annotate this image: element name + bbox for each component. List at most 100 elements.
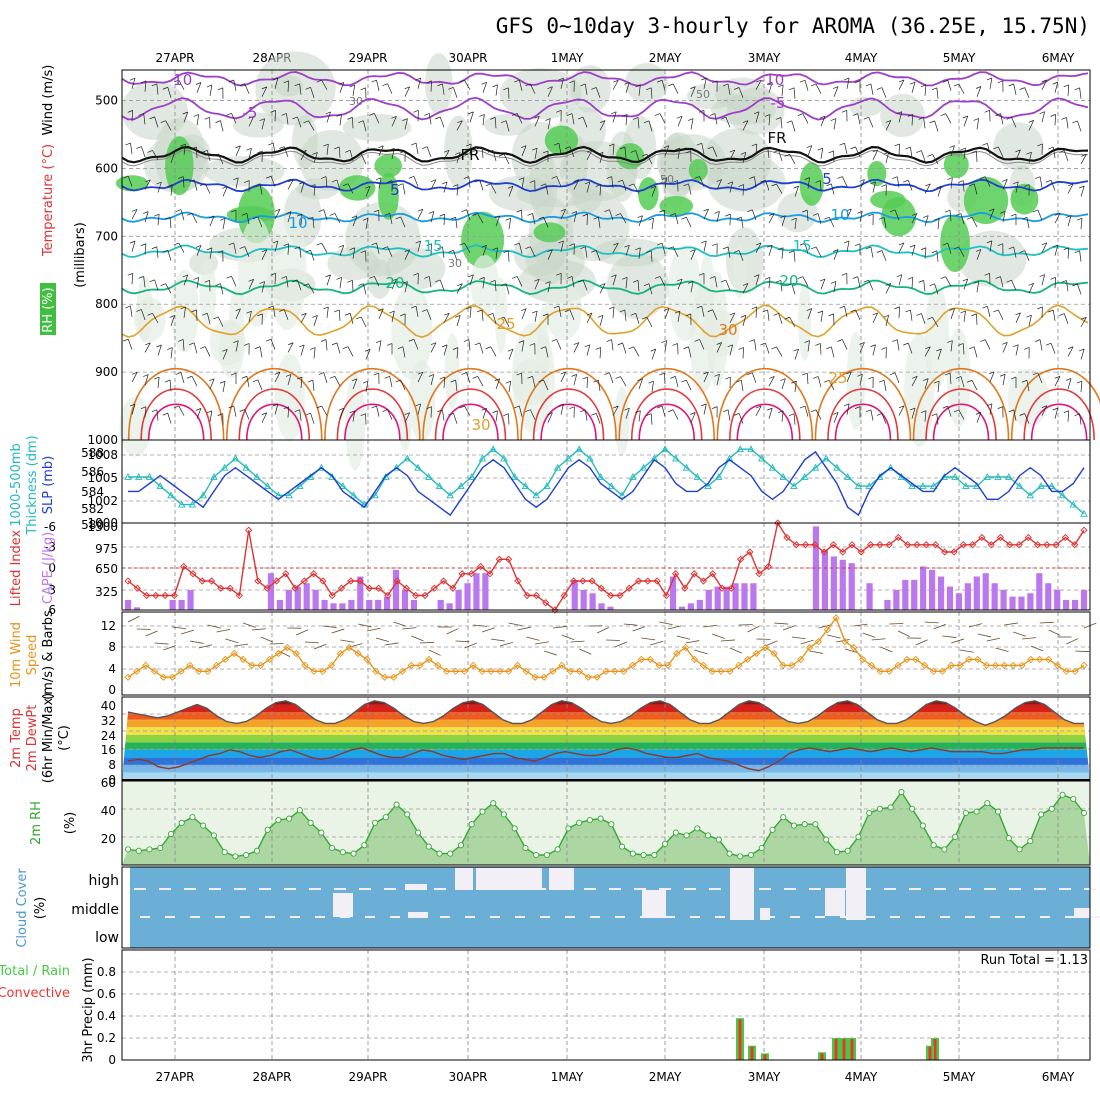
wind-barb-flag [566, 113, 573, 116]
temp-band [122, 734, 1090, 743]
cloud-trace [309, 888, 321, 890]
temp-band [122, 772, 1090, 780]
wind10m-point [522, 667, 530, 675]
wind-barb-flag [756, 405, 762, 409]
isotherm-arch [520, 368, 617, 441]
wind-barb-flag [461, 372, 467, 375]
wind10m-point [549, 667, 557, 675]
wind-barb [714, 113, 718, 125]
wind-barb [206, 150, 211, 162]
wind-barb-flag [259, 118, 265, 122]
wind-barb-flag [244, 343, 250, 346]
wind-barb [218, 316, 224, 328]
wind10m-point [1027, 655, 1035, 664]
wind-barb-flag [962, 115, 968, 119]
thickness-point [414, 463, 422, 471]
wind-barb-flag [593, 216, 599, 220]
wind-barb [989, 403, 993, 415]
wind-barb [894, 372, 900, 384]
rh-shade-blob [203, 155, 285, 187]
wind-barb-flag [503, 87, 509, 91]
wind-barb-flag [235, 145, 241, 149]
wind-barb-flag [942, 242, 948, 246]
wind-barb-flag [391, 278, 397, 282]
wind-barb [220, 283, 224, 295]
isotherm-arch [1030, 403, 1088, 441]
wind-barb-flag [272, 240, 278, 244]
isotherm-15 [121, 244, 1089, 259]
wind-barb-flag [413, 110, 419, 113]
bottom-date-label: 27APR [155, 1070, 194, 1084]
wind-barb [170, 184, 173, 196]
wind-barb [688, 346, 692, 358]
wind-barb [143, 113, 146, 125]
wind-barb-flag [395, 379, 401, 383]
wind-barb [755, 79, 762, 90]
wind10m-barb [446, 628, 459, 635]
wind-barb [1063, 313, 1069, 324]
wind-barb [949, 210, 952, 222]
wind-barb-flag [349, 84, 355, 88]
rh2m-point [576, 819, 583, 826]
wind-barb [131, 209, 138, 220]
wind10m-point [398, 667, 407, 675]
wind-barb [1028, 120, 1034, 131]
wind10m-point [929, 667, 938, 675]
cloud-block [825, 888, 845, 916]
wind-barb-flag [501, 283, 507, 286]
wind-barb [781, 247, 784, 259]
wind-barb [820, 278, 826, 290]
wind-barb-flag [843, 77, 850, 81]
wind-barb [768, 213, 775, 224]
wind-barb-flag [336, 277, 342, 280]
wind-barb [584, 83, 588, 95]
cloud-background [130, 867, 1090, 948]
wind-barb-flag [437, 83, 443, 87]
wind-barb-flag [643, 283, 650, 287]
thickness-point [994, 472, 1002, 480]
wind-barb-flag [696, 142, 702, 146]
thickness-point [1026, 491, 1035, 499]
wind-barb-flag [630, 313, 636, 316]
wind-barb [196, 114, 200, 126]
wind10m-point [832, 614, 840, 622]
wind-barb [389, 376, 393, 388]
wind-barb [233, 405, 237, 417]
wind-barb-flag [923, 378, 929, 381]
lifted-point [439, 577, 448, 585]
lifted-point [133, 584, 141, 592]
cape-bar [607, 606, 614, 610]
wind-barb-flag [975, 86, 982, 89]
wind-barb-flag [881, 184, 887, 187]
wind-barb-flag [435, 279, 441, 283]
wind10m-point [673, 649, 681, 658]
wind-barb-flag [841, 272, 847, 276]
cape-bar [133, 607, 141, 610]
thickness-point [1058, 491, 1067, 499]
contour-label: 5 [822, 170, 832, 188]
contour-label: 15 [423, 237, 442, 255]
wind-barb-flag [167, 184, 173, 187]
isotherm-arch [1023, 388, 1095, 441]
contour-label: 50 [696, 88, 710, 101]
thickness-point [865, 482, 873, 490]
wind-barb [495, 215, 501, 227]
wind-barb [430, 179, 437, 190]
top-date-label: 4MAY [845, 51, 878, 65]
wind-barb [400, 216, 406, 228]
wind-barb [209, 410, 213, 422]
wind-barb [259, 183, 263, 195]
wind-barb [846, 403, 850, 415]
wind-barb-flag [360, 250, 366, 254]
rh2m-point [683, 832, 690, 839]
cloud-trace [615, 916, 625, 918]
wind-barb-flag [942, 405, 948, 409]
wind10m-barb [464, 642, 477, 649]
precip-conv-bar [820, 1053, 824, 1060]
wind10m-barb [685, 640, 700, 644]
wind10m-point [292, 649, 300, 658]
thickness-point [510, 472, 519, 480]
wind-barb [545, 183, 549, 195]
lifted-point [616, 591, 624, 600]
wind-barb-flag [760, 342, 766, 346]
